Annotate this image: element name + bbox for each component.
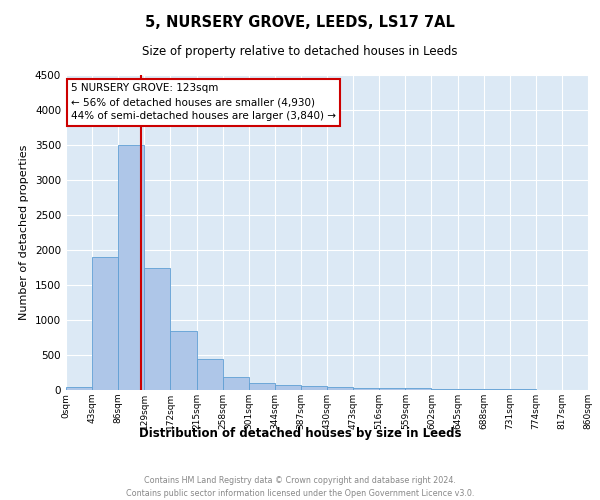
Bar <box>406 388 431 390</box>
Bar <box>118 145 145 390</box>
Text: Contains HM Land Registry data © Crown copyright and database right 2024.
Contai: Contains HM Land Registry data © Crown c… <box>126 476 474 498</box>
Bar <box>431 388 458 390</box>
Bar <box>275 385 301 390</box>
Bar <box>327 386 353 390</box>
Bar <box>301 386 327 390</box>
Text: Distribution of detached houses by size in Leeds: Distribution of detached houses by size … <box>139 428 461 440</box>
Text: 5, NURSERY GROVE, LEEDS, LS17 7AL: 5, NURSERY GROVE, LEEDS, LS17 7AL <box>145 15 455 30</box>
Bar <box>458 389 484 390</box>
Bar <box>379 388 406 390</box>
Y-axis label: Number of detached properties: Number of detached properties <box>19 145 29 320</box>
Text: 5 NURSERY GROVE: 123sqm
← 56% of detached houses are smaller (4,930)
44% of semi: 5 NURSERY GROVE: 123sqm ← 56% of detache… <box>71 84 336 122</box>
Bar <box>66 386 92 390</box>
Bar <box>170 330 197 390</box>
Bar <box>92 257 118 390</box>
Bar <box>145 268 170 390</box>
Bar <box>197 358 223 390</box>
Text: Size of property relative to detached houses in Leeds: Size of property relative to detached ho… <box>142 45 458 58</box>
Bar <box>223 378 249 390</box>
Bar <box>353 388 379 390</box>
Bar <box>249 383 275 390</box>
